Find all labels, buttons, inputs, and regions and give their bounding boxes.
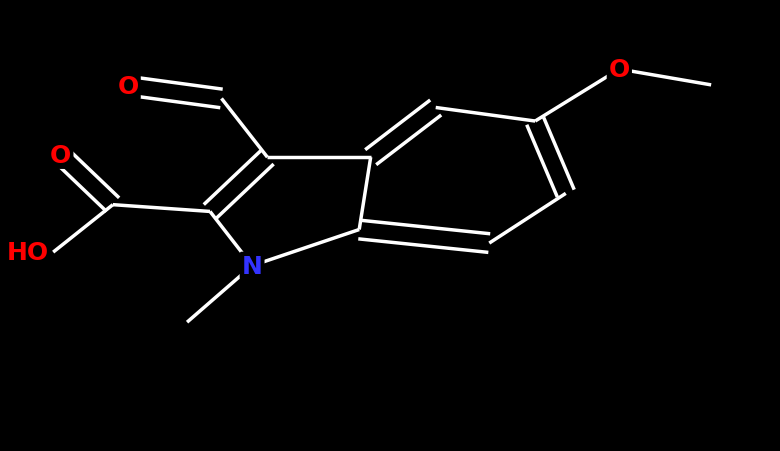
- Text: N: N: [242, 254, 263, 278]
- Text: O: O: [50, 143, 72, 168]
- Text: HO: HO: [7, 240, 49, 265]
- Text: O: O: [608, 58, 630, 82]
- Text: O: O: [118, 74, 139, 99]
